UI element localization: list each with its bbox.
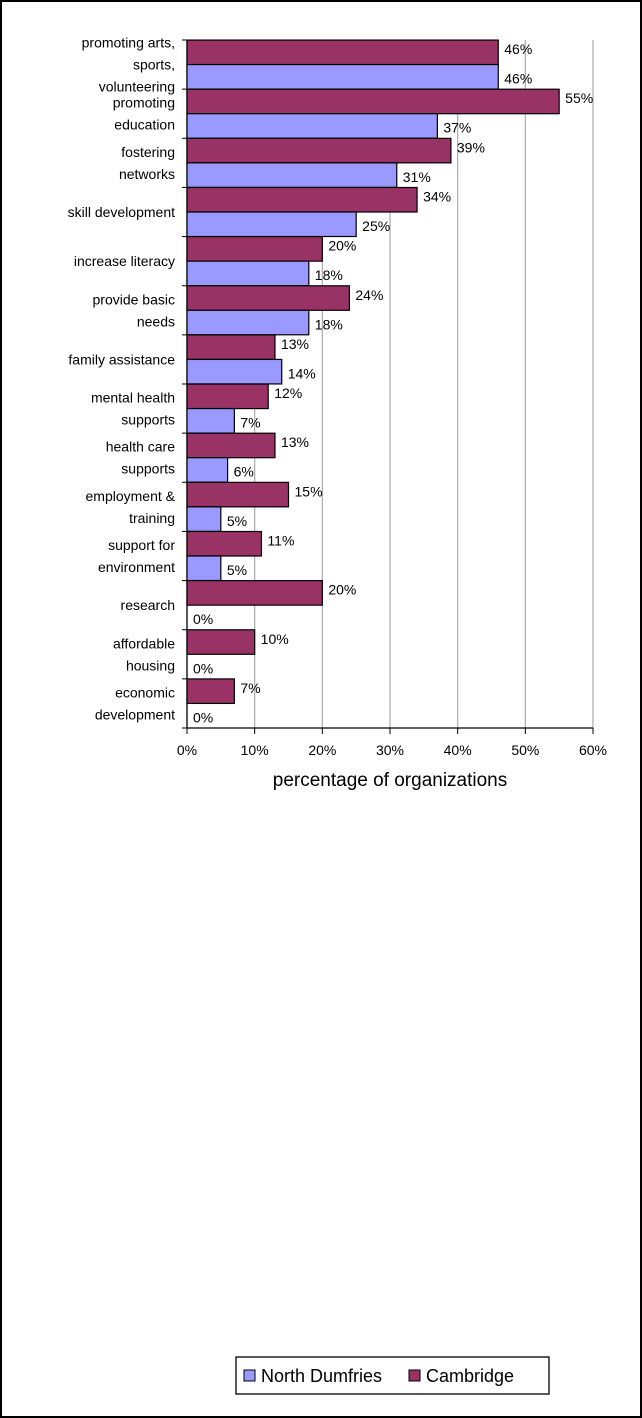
x-tick-label: 10% [241,742,269,758]
bar-cambridge [186,236,323,262]
bar-north-dumfries [186,407,235,434]
bar-cambridge [186,383,269,410]
category-label: economic development [95,684,175,722]
x-tick-label: 20% [308,742,336,758]
value-label-north-dumfries: 18% [315,316,343,332]
value-label-north-dumfries: 18% [315,267,343,283]
value-label-north-dumfries: 5% [227,562,247,578]
category-label: employment & training [86,488,176,526]
x-tick-label: 60% [579,742,607,758]
x-tick-label: 40% [444,742,472,758]
bar-cambridge [186,580,323,606]
value-label-north-dumfries: 0% [193,660,213,676]
bar-cambridge [186,285,350,311]
bar-north-dumfries [186,555,222,582]
category-label: fostering networks [119,144,175,182]
value-label-cambridge: 12% [274,385,302,401]
legend-label: North Dumfries [261,1366,382,1386]
value-label-cambridge: 34% [423,189,451,205]
value-label-cambridge: 39% [457,139,485,155]
legend-swatch [243,1369,256,1382]
value-label-north-dumfries: 37% [443,120,471,136]
bar-north-dumfries [186,309,310,336]
bar-cambridge [186,39,499,66]
category-label: provide basic needs [93,291,176,329]
bar-north-dumfries [186,506,222,532]
value-label-cambridge: 20% [328,238,356,254]
value-label-north-dumfries: 14% [288,365,316,381]
category-label: promoting education [113,95,175,133]
value-label-north-dumfries: 46% [504,71,532,87]
value-label-cambridge: 20% [328,582,356,598]
x-tick-label: 30% [376,742,404,758]
legend-swatch [408,1369,421,1382]
value-label-north-dumfries: 31% [403,169,431,185]
value-label-north-dumfries: 25% [362,218,390,234]
value-label-cambridge: 13% [281,336,309,352]
value-label-cambridge: 10% [261,631,289,647]
category-label: family assistance [68,351,175,367]
bar-cambridge [186,186,418,213]
bar-north-dumfries [186,358,283,385]
x-tick-label: 0% [177,742,197,758]
value-label-north-dumfries: 6% [234,464,254,480]
category-label: promoting arts, sports, volunteering [82,35,175,95]
legend-label: Cambridge [426,1366,514,1386]
value-label-cambridge: 24% [355,287,383,303]
value-label-cambridge: 11% [267,533,294,549]
value-label-north-dumfries: 7% [240,415,260,431]
bar-cambridge [186,530,263,557]
bar-cambridge [186,88,560,115]
bar-north-dumfries [186,113,438,139]
bar-cambridge [186,137,452,164]
value-label-cambridge: 15% [295,483,323,499]
bar-cambridge [186,678,235,705]
x-axis-title: percentage of organizations [273,770,508,791]
bar-cambridge [186,481,290,508]
category-label: health care supports [106,439,175,477]
bar-north-dumfries [186,211,357,238]
bar-cambridge [186,629,256,655]
bar-cambridge [186,334,276,361]
bar-north-dumfries [186,260,310,287]
category-label: mental health supports [91,390,175,428]
category-label: increase literacy [74,253,175,269]
category-label: research [121,597,175,613]
value-label-cambridge: 46% [504,41,532,57]
value-label-north-dumfries: 0% [193,709,213,725]
legend-box [235,1356,550,1395]
value-label-north-dumfries: 0% [193,611,213,627]
bar-north-dumfries [186,457,229,483]
value-label-north-dumfries: 5% [227,513,247,529]
bar-cambridge [186,432,276,459]
x-tick-label: 50% [511,742,539,758]
category-label: support for environment [98,537,175,575]
bar-north-dumfries [186,162,398,188]
bar-north-dumfries [186,63,499,90]
value-label-cambridge: 13% [281,434,309,450]
value-label-cambridge: 7% [240,680,260,696]
category-label: affordable housing [113,635,175,673]
value-label-cambridge: 55% [565,90,593,106]
category-label: skill development [68,204,175,220]
